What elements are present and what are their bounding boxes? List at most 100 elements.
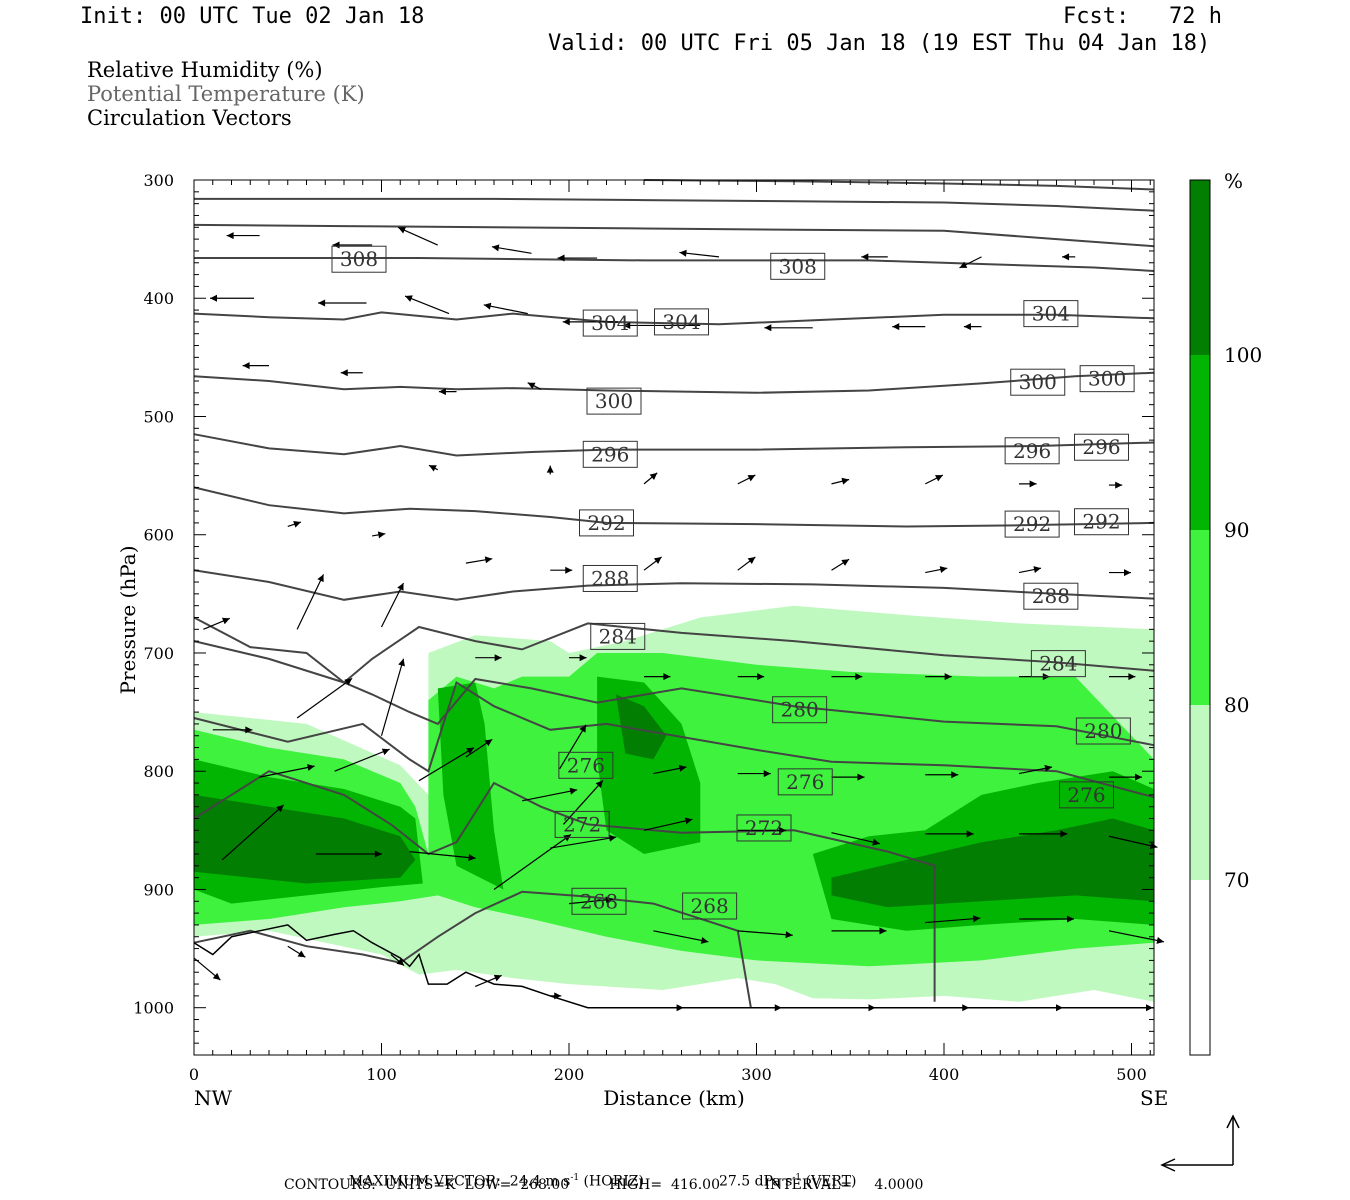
vector-head (747, 475, 756, 482)
vector-head (757, 673, 765, 681)
circulation-vector (925, 830, 974, 838)
theta-contour-276 (193, 680, 1155, 799)
vector-head (491, 244, 500, 252)
rh-region-100 (194, 794, 416, 884)
vector-shaft (380, 582, 405, 628)
vector-head (557, 254, 565, 262)
circulation-vector (212, 726, 253, 734)
vector-head (1124, 569, 1131, 577)
theta-label-text: 272 (745, 816, 783, 840)
circulation-vector (963, 323, 982, 331)
theta-label-text: 284 (599, 624, 637, 648)
colorbar-segment (1190, 355, 1210, 530)
vector-shaft (925, 917, 981, 924)
reference-vector-icon (1160, 1114, 1240, 1172)
vector-head (340, 369, 348, 377)
circulation-vector (892, 323, 926, 331)
vector-shaft (559, 724, 587, 770)
theta-contour-304 (193, 311, 1155, 326)
theta-label-304: 304 (654, 308, 709, 336)
vector-head (623, 321, 631, 329)
vector-head (293, 520, 301, 528)
circulation-vector (1019, 915, 1074, 923)
circulation-vector (1109, 481, 1123, 489)
vector-head (1156, 937, 1164, 944)
theta-label-box (579, 509, 634, 537)
valid-time: Valid: 00 UTC Fri 05 Jan 18 (19 EST Thu … (548, 31, 1211, 56)
vector-shaft (483, 304, 528, 315)
theta-label-box (770, 252, 826, 280)
circulation-vector (287, 945, 306, 958)
vector-head (841, 559, 850, 566)
theta-label-280: 280 (772, 696, 828, 724)
terrain-line (193, 924, 1154, 1009)
theta-label-text: 308 (779, 254, 817, 278)
vector-head (963, 323, 971, 331)
vector-head (939, 566, 948, 573)
theta-label-text: 296 (1013, 439, 1051, 463)
theta-label-268: 268 (682, 892, 738, 920)
circulation-vector (737, 1004, 782, 1012)
vector-head (972, 915, 981, 923)
y-tick-label: 800 (143, 762, 174, 781)
circulation-vector (1109, 773, 1142, 781)
theta-contour-288 (193, 569, 1155, 601)
vector-head (344, 678, 353, 686)
vector-head (484, 556, 493, 564)
circulation-vector (568, 896, 614, 905)
circulation-vector (831, 1004, 876, 1012)
circulation-vector (546, 465, 554, 475)
circulation-vector (831, 927, 887, 935)
colorbar-level-label: 100 (1224, 343, 1262, 367)
circulation-vector (296, 574, 325, 630)
vector-head (676, 1004, 684, 1012)
circulation-vector (831, 558, 850, 571)
max-vector-note: MAXIMUM VECTOR: 24.4 m s-1 (HORIZ) 27.5 d… (348, 1173, 857, 1190)
theta-label-300: 300 (1079, 365, 1135, 393)
vector-head (935, 475, 943, 482)
vector-head (608, 834, 617, 842)
vector-head (318, 299, 326, 307)
vector-head (493, 974, 502, 982)
colorbar-segment (1190, 880, 1210, 1055)
x-tick-label: 0 (189, 1065, 199, 1084)
x-tick-label: 400 (929, 1065, 960, 1084)
vector-head (428, 465, 437, 472)
theta-label-box (331, 245, 387, 273)
theta-label-box (736, 814, 792, 842)
vector-head (892, 323, 900, 331)
theta-label-296: 296 (1004, 437, 1060, 465)
theta-label-text: 296 (591, 442, 629, 466)
vector-head (484, 739, 493, 747)
x-tick-label: 300 (741, 1065, 772, 1084)
vector-shaft (334, 748, 390, 772)
theta-label-box (1004, 437, 1060, 465)
x-axis-label: Distance (km) (603, 1086, 745, 1110)
theta-label-text: 304 (1032, 302, 1070, 326)
vector-shaft (221, 804, 285, 861)
circulation-vector (925, 915, 981, 924)
vector-head (483, 302, 492, 310)
theta-label-296: 296 (582, 440, 638, 468)
circulation-vector (438, 388, 457, 396)
vector-head (1033, 566, 1041, 573)
y-axis-label: Pressure (hPa) (116, 546, 140, 695)
vector-shaft (831, 832, 881, 845)
circulation-vector (623, 321, 701, 329)
circulation-vector (334, 748, 390, 772)
vector-head (226, 232, 234, 240)
vector-shaft (550, 836, 617, 849)
circulation-vector (483, 302, 528, 315)
vector-head (1067, 915, 1074, 923)
vector-head (579, 654, 587, 662)
circulation-vector (475, 654, 502, 662)
circulation-vector (557, 254, 598, 262)
vector-head (398, 227, 406, 234)
theta-contour-268 (193, 890, 752, 1008)
theta-contour-284 (193, 616, 1155, 684)
theta-label-292: 292 (579, 509, 634, 537)
vector-head (494, 654, 502, 662)
theta-label-box (582, 309, 638, 337)
vector-shaft (493, 833, 572, 890)
circulation-vector (737, 673, 765, 681)
